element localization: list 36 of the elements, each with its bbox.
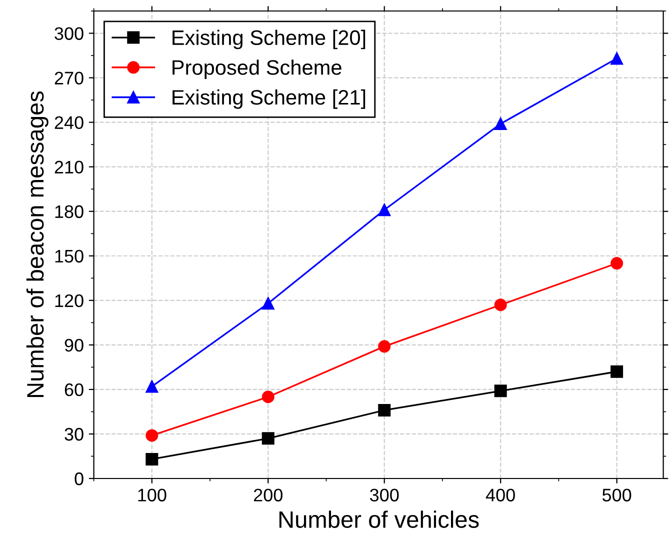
point bbox=[494, 384, 507, 398]
y-tick-label: 60 bbox=[64, 383, 84, 396]
y-tick-label: 0 bbox=[74, 472, 84, 486]
point bbox=[378, 404, 391, 416]
point bbox=[610, 365, 624, 378]
point bbox=[262, 432, 274, 445]
y-tick-label: 150 bbox=[55, 250, 84, 263]
point bbox=[610, 257, 624, 270]
y-tick-label: 30 bbox=[64, 428, 84, 441]
point bbox=[146, 452, 158, 466]
point bbox=[494, 118, 507, 130]
x-axis-title: Number of vehicles bbox=[279, 510, 479, 528]
x-tick-label: 300 bbox=[370, 488, 399, 502]
point bbox=[610, 52, 624, 65]
x-tick-label: 100 bbox=[138, 488, 166, 502]
legend-label: Existing Scheme [20] bbox=[172, 30, 366, 50]
point bbox=[146, 429, 158, 442]
x-tick-label: 400 bbox=[486, 488, 515, 502]
y-tick-label: 240 bbox=[54, 116, 84, 130]
x-tick-label: 200 bbox=[254, 488, 282, 502]
point bbox=[378, 340, 391, 353]
legend-label: Existing Scheme [21] bbox=[172, 89, 366, 109]
point bbox=[494, 298, 507, 312]
point bbox=[146, 380, 158, 393]
point bbox=[262, 297, 274, 310]
legend-label: Proposed Scheme bbox=[172, 60, 342, 80]
point bbox=[262, 390, 274, 404]
y-tick-label: 90 bbox=[64, 338, 84, 352]
point bbox=[378, 204, 391, 216]
y-tick-label: 120 bbox=[55, 294, 84, 308]
x-tick-label: 500 bbox=[602, 488, 632, 502]
y-axis-title: Number of beacon messages bbox=[26, 91, 48, 398]
y-tick-label: 180 bbox=[55, 205, 84, 218]
y-tick-label: 270 bbox=[54, 72, 84, 85]
y-tick-label: 300 bbox=[54, 27, 84, 40]
y-tick-label: 210 bbox=[54, 160, 84, 174]
